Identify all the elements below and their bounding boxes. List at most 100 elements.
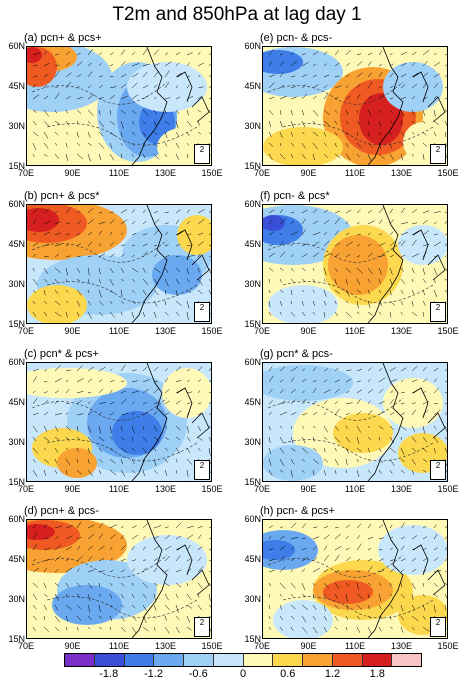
wind-arrow xyxy=(268,142,274,147)
wind-arrow xyxy=(422,142,428,147)
wind-arrow xyxy=(389,63,394,67)
wind-arrow xyxy=(400,536,405,540)
wind-arrow xyxy=(43,411,49,416)
wind-arrow xyxy=(32,311,37,317)
latitude-label: 45N xyxy=(244,81,261,91)
wind-arrow xyxy=(378,311,382,315)
longitude-label: 130E xyxy=(154,484,177,494)
wind-arrow xyxy=(109,211,114,214)
wind-arrow xyxy=(98,97,104,100)
wind-arrow xyxy=(120,49,126,56)
wind-arrow xyxy=(411,391,415,394)
latitude-label: 45N xyxy=(8,554,25,564)
wind-arrow xyxy=(175,62,180,67)
wind-arrow xyxy=(131,267,138,273)
wind-arrow xyxy=(356,255,361,258)
latitude-label: 60N xyxy=(8,514,25,524)
wind-arrow xyxy=(65,436,70,442)
wind-arrow xyxy=(175,300,182,306)
wind-arrow xyxy=(268,311,272,316)
wind-arrow xyxy=(378,109,382,114)
wind-arrow xyxy=(301,84,307,89)
wind-arrow xyxy=(76,469,83,475)
wind-arrow xyxy=(87,62,92,67)
wind-arrow xyxy=(142,593,147,599)
wind-arrow xyxy=(98,604,101,612)
wind-arrow xyxy=(279,208,284,214)
wind-arrow xyxy=(389,559,395,562)
wind-arrow xyxy=(279,109,282,115)
wind-arrow xyxy=(356,209,361,214)
wind-arrow xyxy=(54,365,61,372)
wind-arrow xyxy=(186,544,191,551)
wind-arrow xyxy=(87,582,93,589)
wind-arrow xyxy=(422,447,428,453)
wind-arrow xyxy=(312,142,318,150)
wind-arrow xyxy=(76,556,83,562)
wind-arrow xyxy=(65,142,68,148)
wind-arrow xyxy=(356,570,361,573)
wind-arrow xyxy=(356,61,363,67)
wind-arrow xyxy=(422,251,427,258)
wind-arrow xyxy=(164,300,167,306)
wind-arrow xyxy=(334,267,338,272)
wind-arrow xyxy=(98,243,102,247)
wind-arrow xyxy=(422,300,426,306)
wind-arrow xyxy=(389,593,393,597)
wind-arrow xyxy=(444,469,447,472)
wind-arrow xyxy=(312,436,315,442)
wind-arrow xyxy=(120,61,126,67)
wind-arrow xyxy=(65,469,68,475)
wind-arrow xyxy=(109,109,112,115)
wind-arrow xyxy=(411,62,416,67)
wind-arrow xyxy=(131,568,135,573)
wind-arrow xyxy=(345,142,349,148)
wind-arrow xyxy=(109,533,116,540)
wind-arrow xyxy=(109,447,114,451)
wind-arrow xyxy=(54,400,59,405)
wind-arrow xyxy=(54,390,59,394)
wind-arrow xyxy=(153,84,158,89)
wind-arrow xyxy=(164,604,171,611)
wind-arrow xyxy=(345,109,349,116)
wind-arrow xyxy=(367,153,372,161)
latitude-label: 45N xyxy=(244,239,261,249)
field-blob xyxy=(359,93,403,145)
wind-arrow xyxy=(175,447,181,454)
wind-arrow xyxy=(32,593,38,601)
figure-title: T2m and 850hPa at lag day 1 xyxy=(112,4,362,25)
wind-arrow xyxy=(345,74,350,78)
wind-arrow xyxy=(411,311,418,317)
wind-arrow xyxy=(268,411,272,416)
wind-arrow xyxy=(120,109,126,115)
wind-arrow xyxy=(87,267,90,276)
wind-arrow xyxy=(87,593,91,601)
wind-arrow xyxy=(367,400,371,405)
wind-arrow xyxy=(268,231,275,236)
wind-arrow xyxy=(312,458,319,465)
wind-arrow xyxy=(43,547,50,551)
wind-arrow xyxy=(356,558,361,562)
wind-arrow xyxy=(433,402,439,405)
contour-line xyxy=(31,239,198,304)
wind-arrow xyxy=(54,300,61,306)
wind-arrow xyxy=(109,289,115,294)
wind-arrow xyxy=(54,278,58,283)
wind-arrow xyxy=(142,95,150,100)
wind-arrow xyxy=(131,209,135,214)
wind-arrow xyxy=(76,447,79,452)
wind-arrow xyxy=(389,97,394,100)
wind-arrow xyxy=(378,94,385,100)
longitude-label: 90E xyxy=(64,484,81,494)
wind-arrow xyxy=(356,311,360,315)
wind-arrow xyxy=(54,582,60,587)
wind-arrow xyxy=(65,369,71,372)
wind-arrow xyxy=(334,526,339,529)
longitude-label: 70E xyxy=(17,326,34,336)
wind-arrow xyxy=(76,300,81,307)
wind-arrow xyxy=(87,278,90,284)
wind-arrow xyxy=(356,436,360,444)
longitude-label: 70E xyxy=(17,168,34,178)
wind-arrow xyxy=(208,402,211,405)
wind-arrow xyxy=(120,244,126,247)
